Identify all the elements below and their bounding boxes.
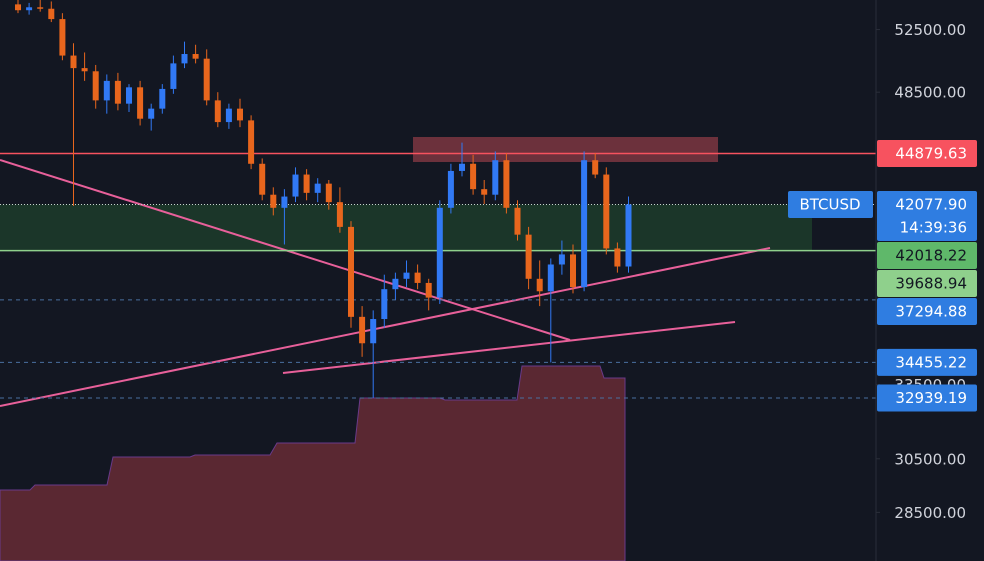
symbol-label: BTCUSD	[799, 195, 860, 213]
candle-body	[303, 174, 310, 193]
candle-body	[270, 194, 277, 208]
candle-body	[381, 289, 388, 320]
candle-body	[425, 282, 432, 298]
candle-body	[570, 254, 576, 288]
candle-body	[137, 87, 144, 119]
price-tag-label: 32939.19	[895, 389, 967, 407]
candle-body	[392, 278, 399, 290]
candle-body	[414, 272, 421, 283]
candle-body	[192, 54, 199, 59]
candle-body	[170, 63, 177, 89]
price-tag-label: 42077.90	[895, 195, 967, 213]
candle-body	[248, 120, 255, 164]
price-tag	[877, 348, 977, 376]
candle-body	[470, 163, 477, 190]
candle-body	[48, 8, 55, 20]
candle-body	[159, 88, 166, 109]
symbol-tag	[788, 190, 873, 218]
candle-body	[447, 170, 454, 208]
candle-body	[148, 108, 155, 119]
candle-body	[259, 163, 266, 195]
candle-body	[203, 58, 210, 101]
price-tag-label: 37294.88	[895, 302, 967, 320]
candle-body	[325, 183, 332, 203]
candle-body	[225, 108, 232, 123]
price-tag	[877, 140, 977, 168]
resistance-zone	[413, 137, 718, 162]
candle-body	[114, 80, 121, 104]
candle-body	[70, 55, 77, 69]
candle-body	[558, 254, 565, 265]
price-tag	[877, 297, 977, 325]
support-zone	[0, 204, 812, 251]
candle-body	[514, 207, 521, 235]
candle-body	[603, 174, 610, 249]
candle-body	[348, 226, 354, 317]
candle-body	[503, 160, 510, 208]
y-tick-label: 28500.00	[894, 504, 966, 522]
candle-body	[126, 87, 132, 104]
trend-line	[0, 247, 771, 407]
candle-body	[26, 7, 33, 11]
candle-body	[625, 204, 632, 267]
candle-body	[59, 19, 66, 56]
candle-body	[459, 163, 465, 171]
candle-body	[181, 54, 188, 64]
candle-body	[614, 248, 621, 267]
price-tag-label: 39688.94	[895, 274, 967, 292]
price-tag	[877, 384, 977, 412]
y-tick-label: 48500.00	[894, 84, 966, 102]
candle-body	[359, 316, 366, 344]
candle-body	[525, 234, 532, 279]
candle-body	[103, 80, 110, 101]
price-tag	[877, 190, 977, 241]
trend-line	[282, 321, 736, 374]
price-tag	[877, 241, 977, 269]
candle-body	[281, 196, 288, 208]
candle-body	[592, 160, 599, 175]
candle-body	[237, 108, 243, 121]
candle-body	[81, 68, 88, 72]
price-tag	[877, 269, 977, 297]
y-tick-label: 30500.00	[894, 450, 966, 468]
candle-body	[15, 4, 21, 11]
price-tag-label: 42018.22	[895, 246, 967, 264]
candle-body	[547, 264, 554, 292]
candle-body	[336, 202, 343, 227]
candle-body	[536, 278, 543, 292]
price-tag-label: 44879.63	[895, 145, 967, 163]
y-tick-label: 52500.00	[894, 21, 966, 39]
candle-body	[214, 100, 221, 123]
candle-body	[436, 207, 443, 298]
candle-body	[370, 319, 377, 344]
candle-body	[92, 71, 99, 101]
price-tag-label: 34455.22	[895, 353, 967, 371]
candle-body	[403, 272, 410, 279]
candle-body	[492, 160, 499, 195]
candle-body	[292, 174, 299, 197]
countdown: 14:39:36	[900, 218, 967, 236]
volume-profile	[0, 365, 626, 561]
candle-body	[581, 160, 588, 288]
candle-body	[314, 183, 321, 193]
candle-body	[37, 7, 44, 9]
candle-body	[481, 189, 488, 195]
